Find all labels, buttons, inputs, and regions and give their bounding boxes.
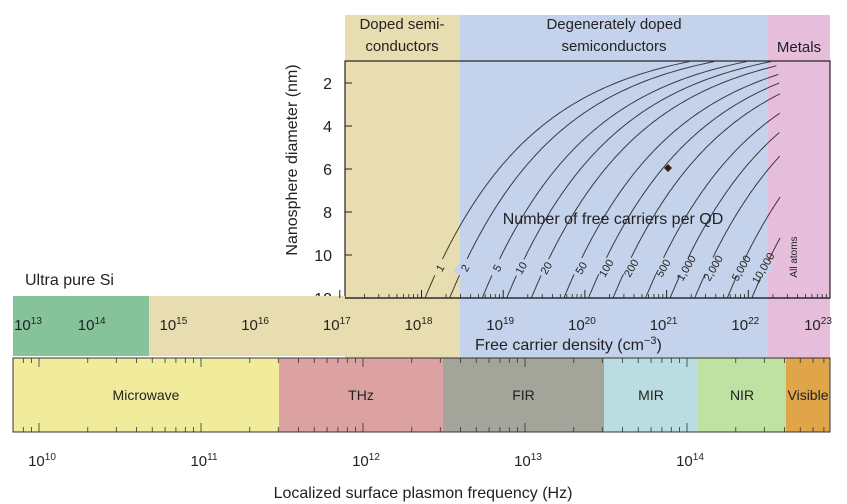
diameter-axis-label: Nanosphere diameter (nm) [284,64,301,255]
curve-label-bg [428,256,452,280]
curve-label: 20 [539,260,556,277]
degenerate-region [460,15,768,358]
curve-label-bg [569,256,593,280]
curve-label-bg [701,256,725,280]
curve-label-bg [751,256,775,280]
freq-tick-label: 1014 [676,452,704,470]
freq-tick-label: 1013 [514,452,542,470]
carrier-curve [506,61,772,299]
density-tick-label: 1023 [804,316,832,334]
density-tick-labels: 1013 1014 1015 1016 1017 1018 1019 1020 1021 1022… [14,290,832,334]
degenerate-label-line1: Degenerately doped [546,16,681,33]
diameter-tick-label: 4 [323,119,332,136]
example-marker [664,164,672,172]
spectrum-band [279,358,443,432]
curve-label-bg [729,256,753,280]
freq-tick-label: 1011 [190,452,218,470]
diameter-tick-label: 6 [323,162,332,179]
density-minor-ticks [363,294,827,298]
curve-label-bg [674,256,698,280]
spectrum-band [13,358,279,432]
carrier-curve [726,196,781,299]
density-band [149,296,345,356]
doped-label-line1: Doped semi- [359,16,444,33]
density-tick-label: 1020 [568,316,596,334]
carriers-title: Number of free carriers per QD [503,211,724,228]
spectrum-band-label: MIR [638,387,664,403]
curve-label: 10 [514,260,531,277]
density-tick-label: 1016 [241,316,269,334]
curve-label-bg [619,256,643,280]
density-tick-label: 1014 [78,316,106,334]
all-atoms-label: All atoms [789,236,800,277]
doped-label-line2: conductors [365,38,438,55]
spectrum-band-label: FIR [512,387,535,403]
metals-region [768,15,830,358]
carrier-curve [449,61,715,299]
carrier-curve [694,155,781,299]
curve-label: 50 [574,260,591,277]
spectrum-frame [12,357,831,433]
spectrum-band-label: Visible [788,387,829,403]
density-tick-label: 1015 [159,316,187,334]
frequency-axis-label: Localized surface plasmon frequency (Hz) [274,485,573,502]
curve-label-bg [534,256,558,280]
density-axis-label: Free carrier density (cm−3) [475,335,662,354]
density-tick-label: 1019 [486,316,514,334]
diameter-tick-label: 8 [323,205,332,222]
frequency-axis: 1010 1011 1012 1013 1014 [22,358,825,470]
curve-label: 1 [434,263,447,274]
curve-label-bg [453,256,477,280]
spectrum-band [786,358,830,432]
density-tick-label: 1021 [650,316,678,334]
density-tick-label: 1018 [405,316,433,334]
metals-label: Metals [777,39,821,56]
curve-label: 5 [491,263,504,274]
curve-label-bg [509,256,533,280]
spectrum-band [698,358,786,432]
spectrum-band-label: Microwave [113,387,180,403]
curve-label-bg [594,256,618,280]
curve-label: 2 [459,263,472,274]
density-tick-label: 1022 [731,316,759,334]
density-tick-label: 1013 [14,316,42,334]
spectrum-band [604,358,698,432]
carrier-curve [481,61,747,299]
diameter-tick-label: 2 [323,76,332,93]
pure-si-label: Ultra pure Si [25,272,114,289]
degenerate-label-line2: semiconductors [561,38,666,55]
curve-label-bg [651,256,675,280]
diameter-tick-label: 10 [314,248,332,265]
spectrum-bar: Microwave THz FIR MIR NIR Visible [13,358,830,432]
spectrum-band-label: NIR [730,387,754,403]
spectrum-band-label: THz [348,387,374,403]
doped-region [345,15,460,358]
freq-tick-label: 1010 [28,452,56,470]
curve-label-bg [485,256,509,280]
density-tick-label: 1017 [323,316,351,334]
spectrum-band [443,358,604,432]
carrier-curve [424,61,690,299]
pure-si-box [13,296,149,356]
freq-tick-label: 1012 [352,452,380,470]
